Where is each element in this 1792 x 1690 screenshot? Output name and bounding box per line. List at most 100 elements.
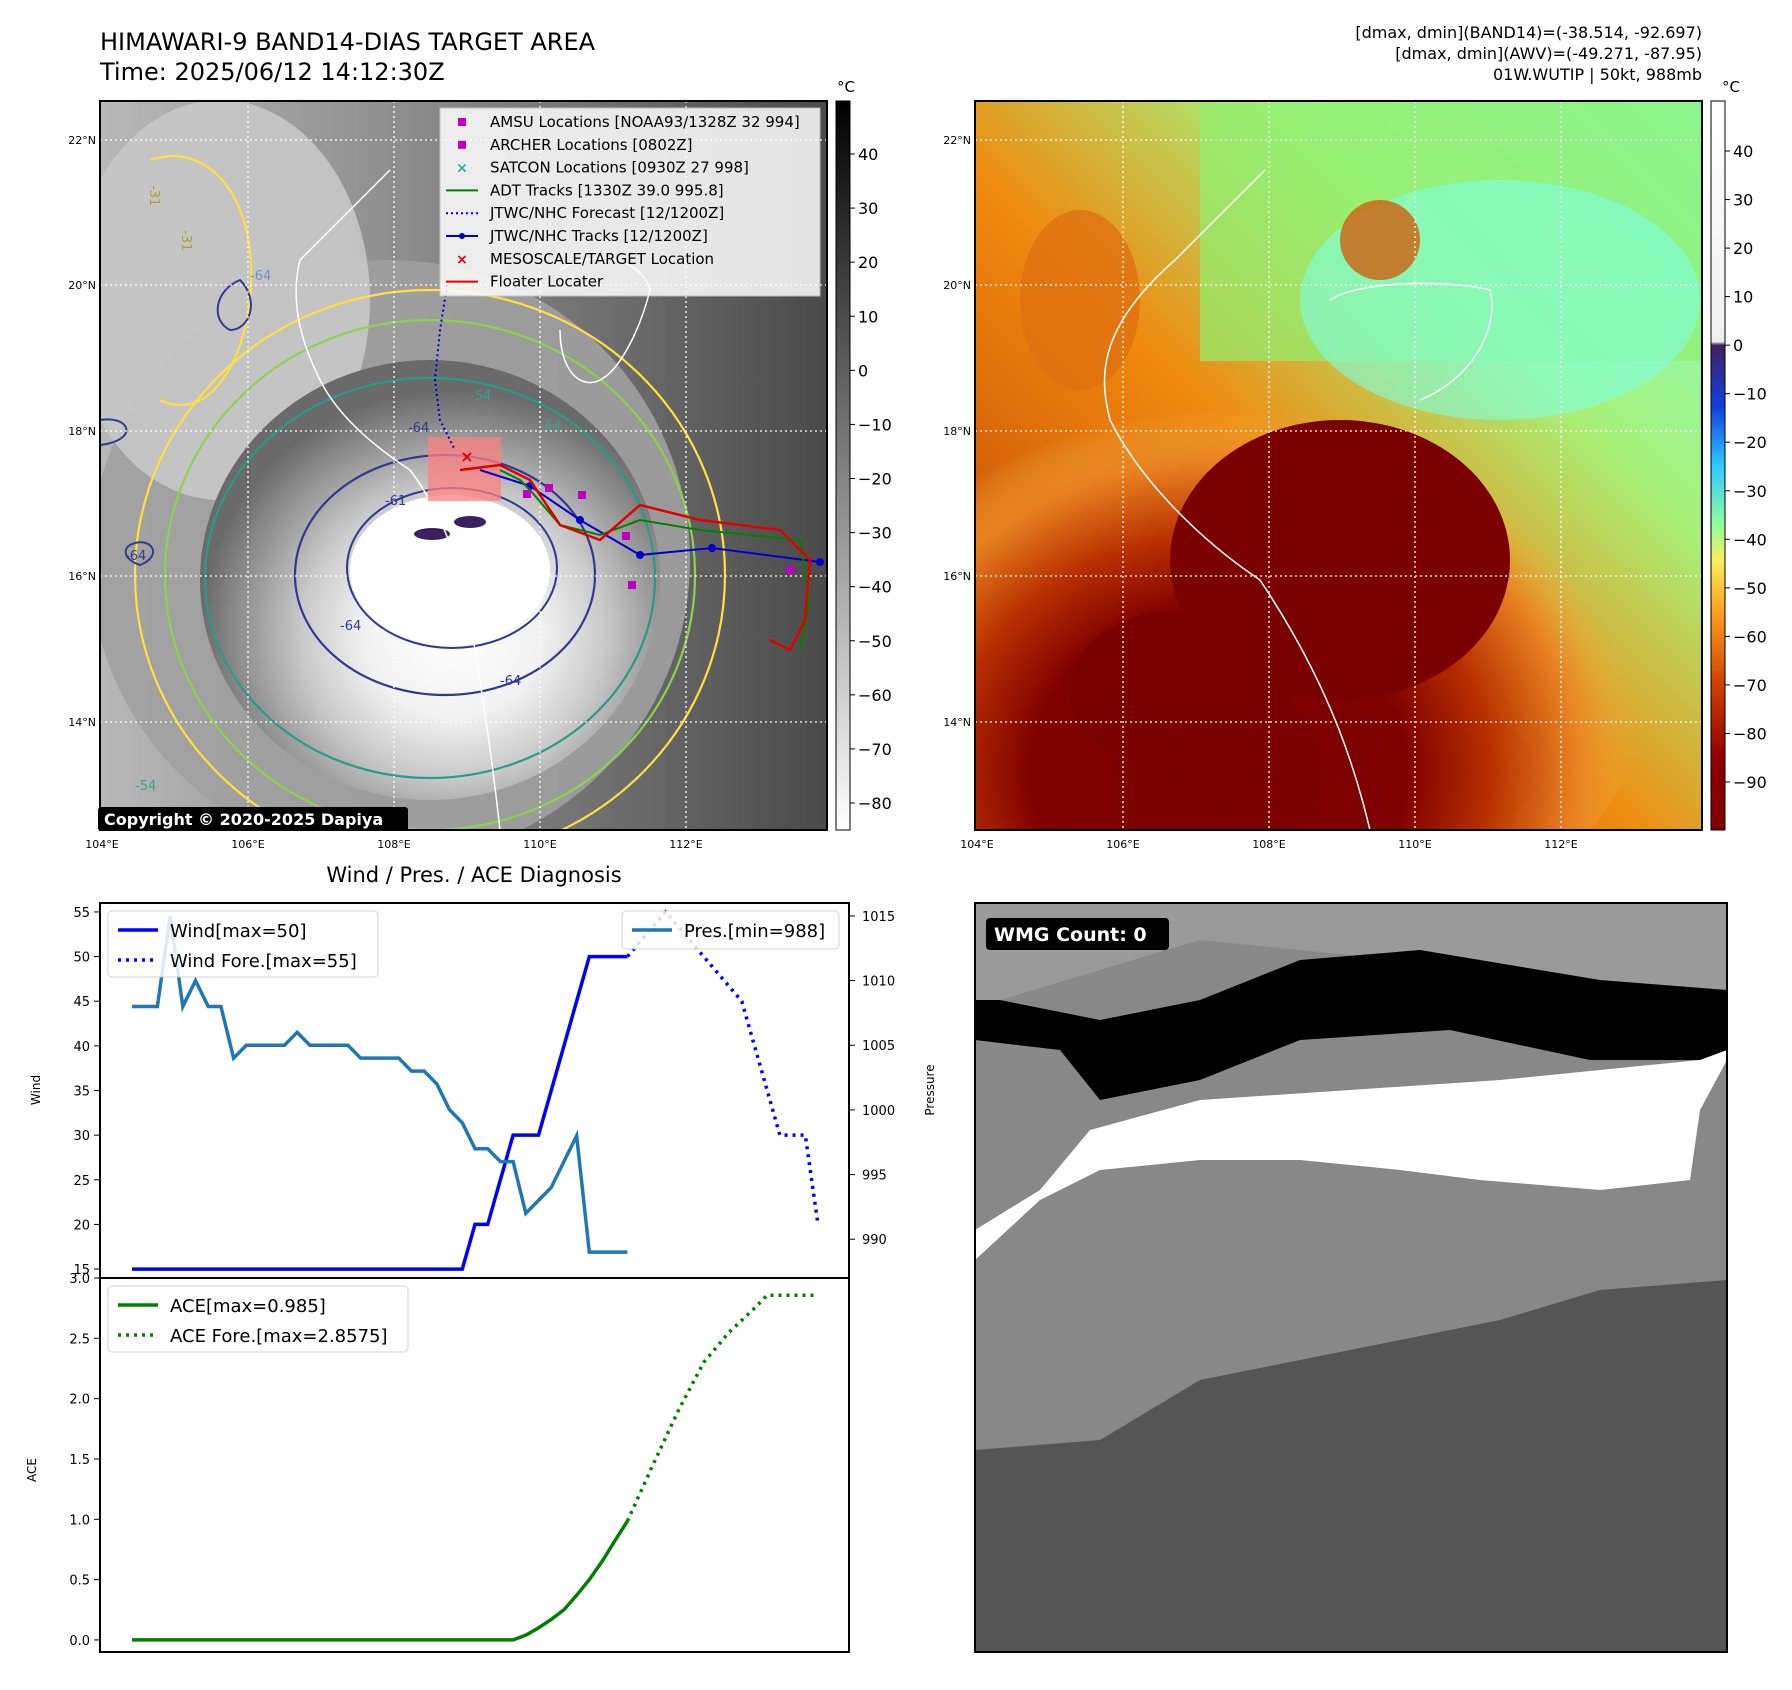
svg-text:-54: -54 [540, 419, 561, 434]
wmg-count-badge [986, 918, 1169, 950]
ir-cb-tick: −50 [858, 632, 892, 651]
pressure-ytick: 1005 [862, 1039, 895, 1054]
awv-cb-tick: −70 [1733, 676, 1767, 695]
legend-wind: Wind[max=50] [170, 921, 307, 942]
svg-text:-64: -64 [125, 549, 146, 564]
awv-cb-tick: −20 [1733, 433, 1767, 452]
series-ace-max-0-985- [132, 1520, 629, 1642]
lon-label: 106°E [231, 838, 264, 851]
ir-contour [163, 318, 697, 830]
pressure-ylabel: Pressure [923, 1064, 937, 1115]
lon-label: 108°E [1252, 838, 1285, 851]
floater-track [459, 463, 812, 652]
ir-contour [124, 541, 154, 567]
svg-text:-64: -64 [340, 619, 361, 634]
wmg-region-black-top [1300, 950, 1727, 1040]
jtwc-track-points [526, 482, 824, 566]
legend-label: JTWC/NHC Forecast [12/1200Z] [489, 204, 724, 222]
ace-ylabel: ACE [25, 1458, 39, 1482]
svg-text:-31: -31 [178, 230, 193, 251]
legend-ace: ACE[max=0.985] [170, 1296, 326, 1317]
lat-label: 22°N [68, 134, 96, 147]
wmg-panel: WMG Count: 0 [974, 902, 1728, 1653]
legend-label: MESOSCALE/TARGET Location [490, 250, 714, 268]
wind-ytick: 55 [73, 906, 90, 921]
ir-cb-tick: −60 [858, 686, 892, 705]
ir-contour [216, 278, 252, 332]
ir-contour [203, 376, 657, 780]
ace-ytick: 2.5 [69, 1332, 90, 1347]
info-line1: [dmax, dmin](BAND14)=(-38.514, -92.697) [1355, 23, 1702, 42]
ir-cb-tick: −20 [858, 470, 892, 489]
adt-track [499, 469, 812, 651]
awv-lon-labels: 104°E 106°E 108°E 110°E 112°E [960, 838, 1577, 851]
info-line3: 01W.WUTIP | 50kt, 988mb [1493, 65, 1702, 84]
wmg-region-white [975, 1050, 1727, 1260]
awv-cb-tick: 40 [1733, 142, 1753, 161]
ir-cb-tick: 10 [858, 307, 878, 326]
lat-label: 16°N [943, 570, 971, 583]
awv-map-frame [974, 100, 1703, 831]
jtwc-forecast-track [433, 279, 456, 451]
legend-label: AMSU Locations [NOAA93/1328Z 32 994] [490, 113, 800, 131]
series-ace-fore-max-2-8575- [625, 1293, 818, 1522]
ace-ytick: 1.5 [69, 1453, 90, 1468]
lat-label: 18°N [68, 425, 96, 438]
legend-marker: × [456, 252, 468, 268]
ace-chart: ACE 0.0 0.5 1.0 1.5 2.0 2.5 3.0 ACE[max=0.985]… [25, 1272, 850, 1653]
awv-cb-tick: 10 [1733, 288, 1753, 307]
awv-cb-tick: −40 [1733, 530, 1767, 549]
wmg-count-text: WMG Count: 0 [994, 924, 1147, 946]
ir-cb-tick: 40 [858, 145, 878, 164]
diagnosis-title: Wind / Pres. / ACE Diagnosis [326, 863, 621, 887]
lat-label: 22°N [943, 134, 971, 147]
ir-coastline [295, 169, 501, 830]
legend-wind-forecast: Wind Fore.[max=55] [170, 951, 357, 972]
ace-legend: ACE[max=0.985] ACE Fore.[max=2.8575] [107, 1285, 409, 1353]
pressure-yticks: 990 995 1000 1005 1010 1015 [849, 910, 895, 1248]
awv-colorbar-ticks: 40 30 20 10 0 −10 −20 −30 −40 −50 −60 −70 −80 −90 [1725, 142, 1767, 792]
series-wind-max-50- [132, 954, 628, 1271]
ir-map-frame [99, 100, 828, 831]
awv-cb-tick: −80 [1733, 724, 1767, 743]
awv-cb-tick: −30 [1733, 482, 1767, 501]
ir-cdo [350, 495, 550, 645]
lon-label: 110°E [1398, 838, 1431, 851]
wmg-frame [974, 902, 1728, 1653]
pressure-ytick: 990 [862, 1233, 887, 1248]
wind-ytick: 25 [73, 1174, 90, 1189]
figure-title-line1: HIMAWARI-9 BAND14-DIAS TARGET AREA [100, 28, 596, 56]
svg-text:-31: -31 [146, 185, 161, 206]
lon-label: 112°E [1544, 838, 1577, 851]
legend-marker [458, 140, 466, 149]
ir-cb-tick: 30 [858, 199, 878, 218]
wind-ytick: 20 [73, 1218, 90, 1233]
wind-ytick: 35 [73, 1085, 90, 1100]
awv-colorbar-unit: °C [1722, 78, 1740, 96]
contour-labels: -31 -31 -64 -54 -64 -54 -61 -64 -64 -64 … [125, 185, 561, 794]
series-pres-min-988- [132, 915, 628, 1254]
legend-label: JTWC/NHC Tracks [12/1200Z] [489, 227, 708, 245]
ir-cb-tick: −10 [858, 415, 892, 434]
lat-label: 14°N [943, 716, 971, 729]
wind-series-group [132, 909, 820, 1271]
ir-cb-tick: −30 [858, 524, 892, 543]
wind-pressure-chart: Wind Pressure 15 20 25 30 35 40 45 50 55 990 995 1… [29, 902, 937, 1279]
copyright-text: Copyright © 2020-2025 Dapiya [104, 810, 383, 829]
ace-ytick: 3.0 [69, 1272, 90, 1287]
ir-lat-labels: 22°N 20°N 18°N 16°N 14°N [68, 134, 96, 729]
wind-ytick: 50 [73, 951, 90, 966]
awv-colorbar [1710, 100, 1726, 831]
ir-contour [100, 418, 128, 446]
ace-ytick: 0.0 [69, 1634, 90, 1649]
svg-text:-64: -64 [250, 269, 271, 284]
legend-label: ADT Tracks [1330Z 39.0 995.8] [490, 181, 724, 199]
legend-ace-forecast: ACE Fore.[max=2.8575] [170, 1326, 388, 1347]
lat-label: 20°N [68, 279, 96, 292]
figure-title-line2: Time: 2025/06/12 14:12:30Z [99, 58, 445, 86]
legend-label: SATCON Locations [0930Z 27 998] [490, 159, 749, 177]
awv-coastline [1103, 169, 1371, 830]
legend-marker: × [456, 161, 468, 177]
wind-ytick: 40 [73, 1040, 90, 1055]
awv-lat-labels: 22°N 20°N 18°N 16°N 14°N [943, 134, 971, 729]
